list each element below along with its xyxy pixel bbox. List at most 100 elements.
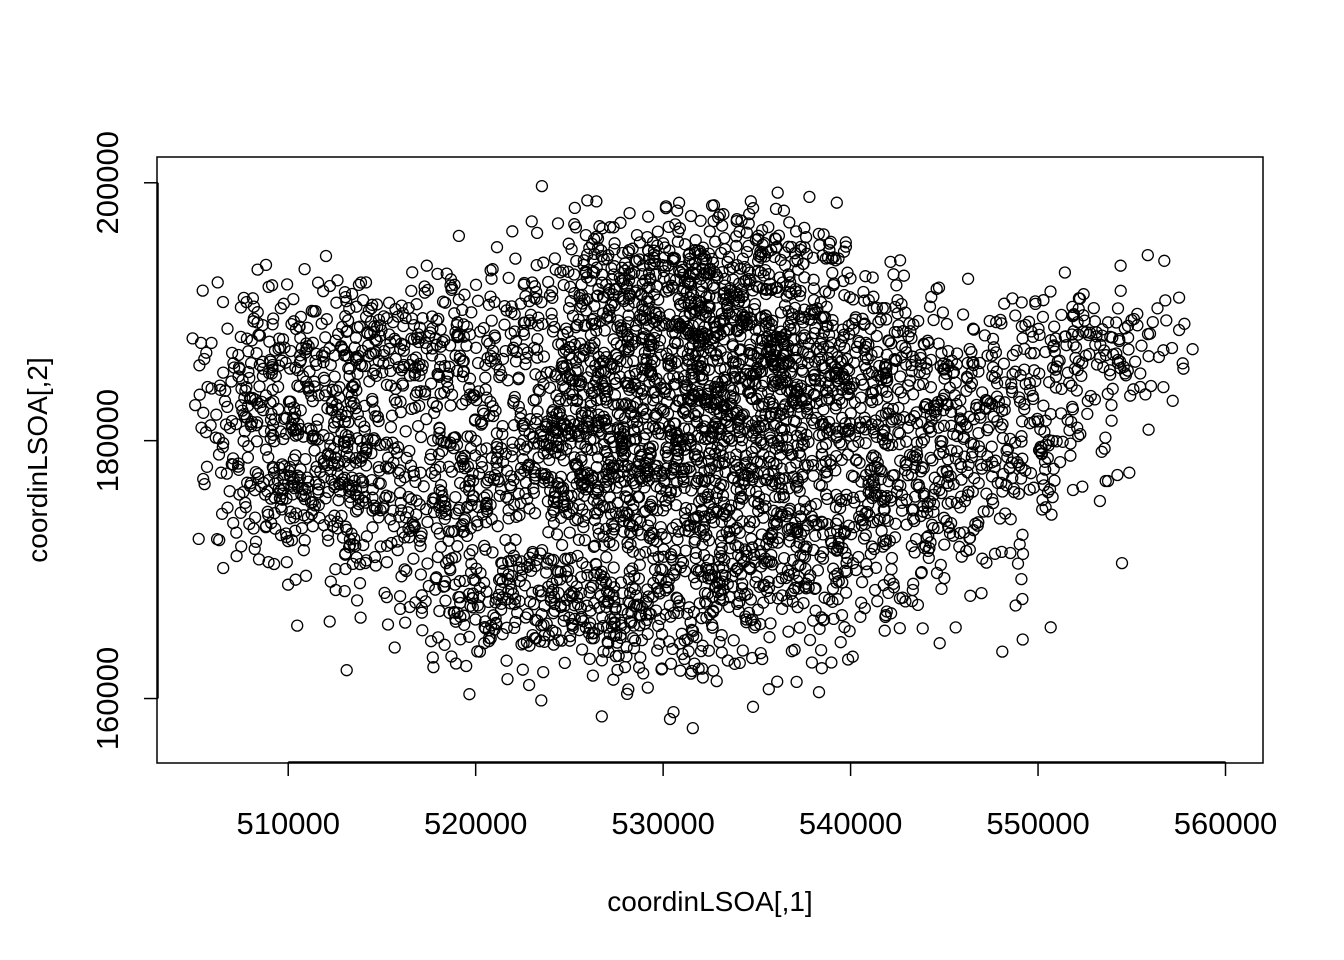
data-point [555,411,568,425]
data-point [550,389,563,402]
data-point [587,312,601,325]
data-point [379,460,393,473]
data-point [678,238,692,251]
data-point [629,319,643,332]
data-point [762,268,775,281]
data-point [805,332,818,345]
data-point [303,365,316,378]
data-point [764,529,778,543]
data-point [502,555,515,568]
data-point [581,569,594,582]
y-tick-label: 200000 [90,131,125,234]
data-point [212,448,226,461]
data-point [725,311,739,324]
data-point [477,321,490,335]
data-point [449,490,462,504]
data-point [770,376,783,390]
data-point [668,568,681,582]
data-point [615,261,629,274]
data-point [484,349,498,363]
data-point [688,243,702,257]
data-point [769,202,783,216]
data-point [805,656,819,669]
data-point [283,402,297,416]
data-point [830,196,843,209]
data-point [658,241,672,254]
data-point [419,595,432,608]
data-point [251,397,264,410]
data-point [428,492,442,505]
data-point [522,678,536,692]
data-point [479,371,492,384]
data-point [686,383,699,397]
data-point [300,342,313,355]
data-point [695,456,708,469]
data-point [726,471,739,484]
data-point [572,533,586,546]
data-point [646,352,659,366]
data-point [932,281,946,294]
data-point [441,381,455,394]
data-point [704,344,718,357]
data-point [897,269,911,282]
data-point [782,568,796,582]
data-point [549,626,562,639]
data-point [406,353,420,366]
data-point [893,254,907,267]
data-point [811,564,825,577]
data-point [740,245,754,259]
data-point [728,657,741,670]
data-point [688,448,702,461]
data-point [221,400,234,414]
data-point [552,395,565,408]
data-point [738,473,751,486]
data-point [359,310,373,323]
data-point [733,491,747,504]
data-point [591,232,605,245]
data-point [762,683,775,696]
data-point [762,315,775,329]
data-point [689,409,703,423]
data-point [391,441,405,454]
data-point [617,449,630,462]
data-point [859,270,872,283]
data-point [616,436,629,450]
data-point [603,432,616,445]
data-point [643,271,657,285]
data-point [364,347,378,360]
data-point [501,592,514,606]
data-point [767,419,781,432]
data-point [739,449,752,462]
data-point [486,263,499,276]
data-point [714,444,727,457]
data-point [305,389,318,402]
data-point [463,548,476,561]
data-point [432,448,446,461]
y-tick-label: 180000 [90,389,125,492]
data-point [844,272,857,285]
data-point [566,388,580,401]
data-point [900,346,913,359]
data-point [372,414,385,428]
data-point [847,323,860,336]
data-point [530,226,544,240]
data-point [546,419,559,432]
data-point [521,493,534,506]
data-point [750,570,763,583]
data-point [693,495,706,508]
data-point [642,267,656,280]
data-point [479,515,493,529]
data-point [284,505,297,518]
data-point [431,631,445,644]
data-point [681,607,694,621]
data-point [259,443,273,456]
data-point [871,595,884,608]
data-point [637,327,650,340]
data-point [534,425,548,438]
data-point [349,456,363,469]
data-point [823,392,836,405]
x-tick-label: 550000 [986,806,1089,841]
data-point [383,490,396,504]
x-tick-label: 510000 [236,806,339,841]
data-point [435,494,448,507]
